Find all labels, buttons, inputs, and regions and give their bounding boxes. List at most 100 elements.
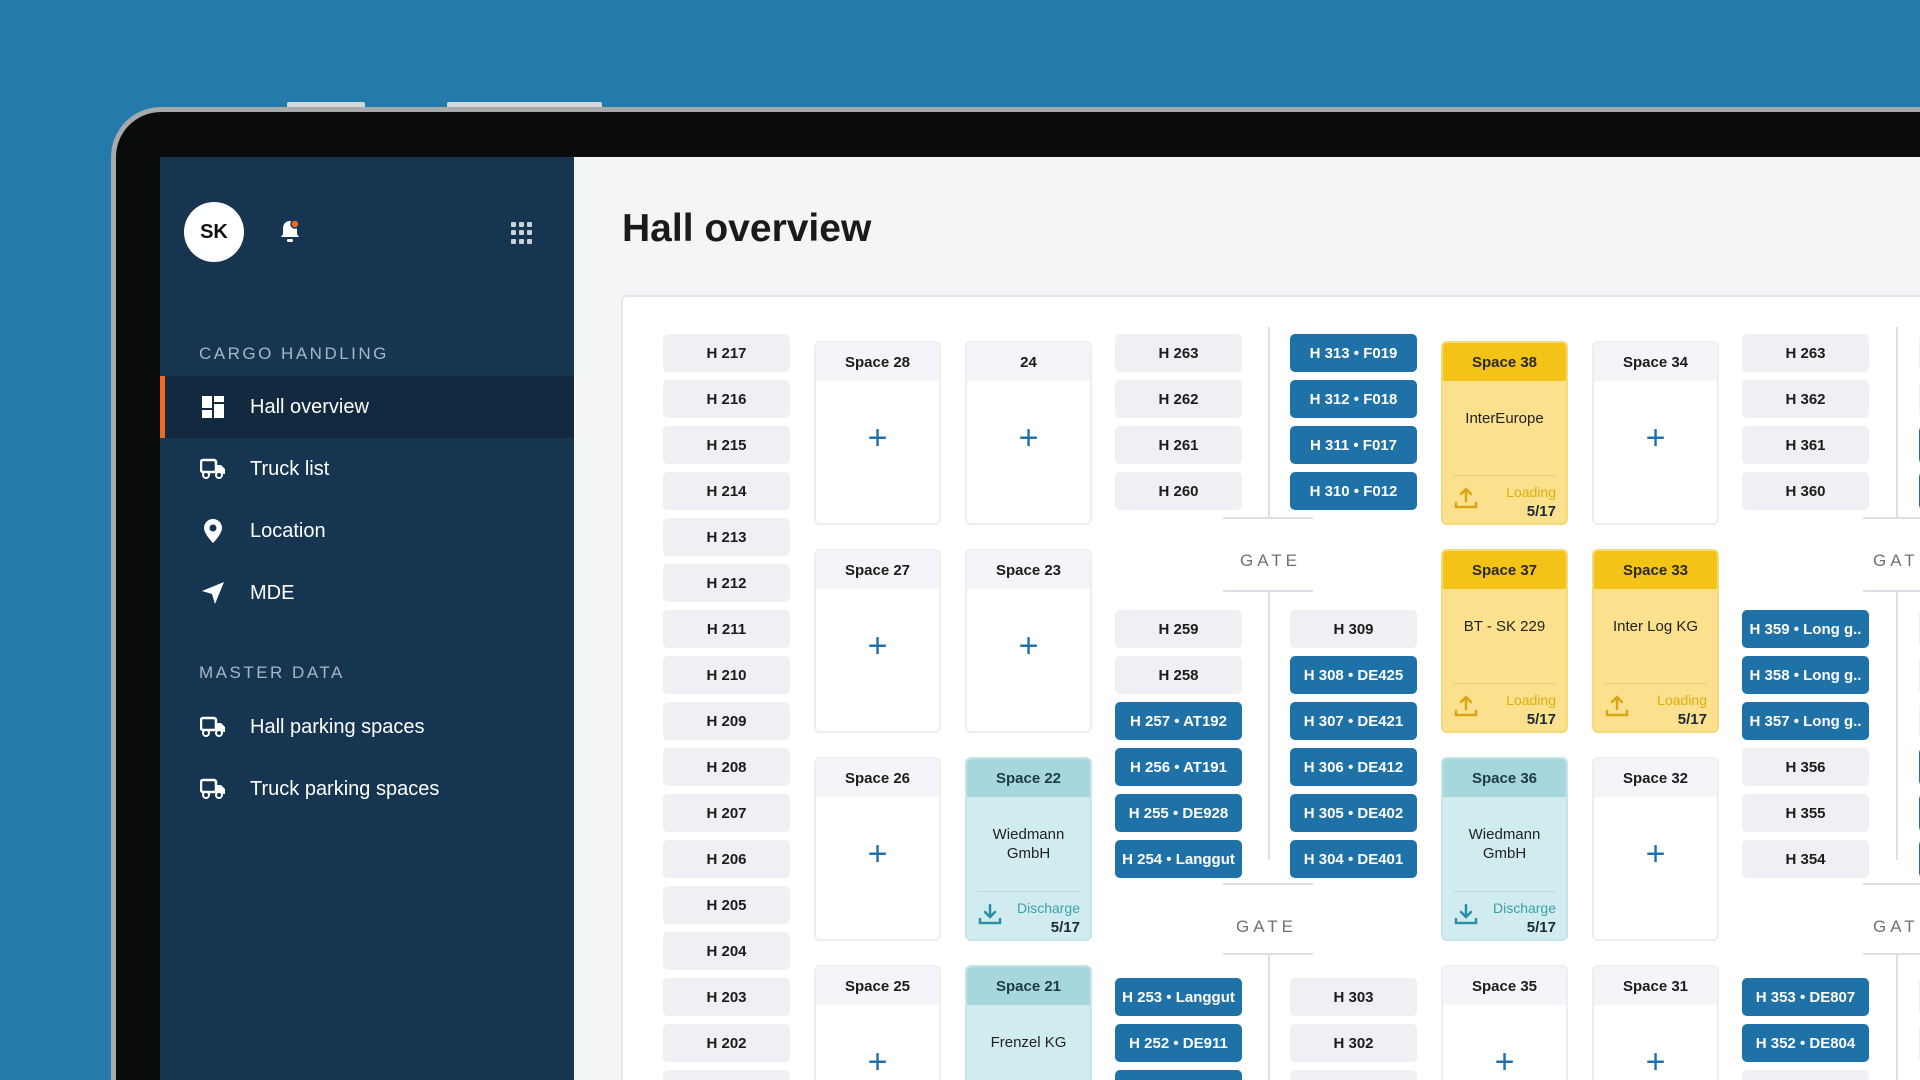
sidebar-item-hall-overview[interactable]: Hall overview xyxy=(160,376,574,438)
sidebar-item-hall-parking-spaces[interactable]: Hall parking spaces xyxy=(160,696,574,758)
space-title: Space 27 xyxy=(816,551,939,589)
divider-line xyxy=(1863,590,1920,592)
hall-slot[interactable]: H 214 xyxy=(663,472,790,510)
hall-slot[interactable]: H 205 xyxy=(663,886,790,924)
parking-space-31[interactable]: Space 31 + xyxy=(1592,965,1719,1080)
hall-slot[interactable]: H 258 xyxy=(1115,656,1242,694)
hall-slot[interactable] xyxy=(1290,1070,1417,1080)
hall-slot[interactable]: H 259 xyxy=(1115,610,1242,648)
hall-slot-occupied[interactable]: H 253 • Langgut xyxy=(1115,978,1242,1016)
parking-space-26[interactable]: Space 26 + xyxy=(814,757,941,941)
parking-space-28[interactable]: Space 28 + xyxy=(814,341,941,525)
hall-slot[interactable]: H 261 xyxy=(1115,426,1242,464)
parking-space-25[interactable]: Space 25 + xyxy=(814,965,941,1080)
add-icon[interactable]: + xyxy=(867,419,888,457)
parking-space-22[interactable]: Space 22 Wiedmann GmbH Discharge 5/17 xyxy=(965,757,1092,941)
sidebar-item-location[interactable]: Location xyxy=(160,500,574,562)
sidebar-item-label: Location xyxy=(250,519,326,542)
divider-line xyxy=(1863,883,1920,885)
add-icon[interactable]: + xyxy=(867,835,888,873)
hall-slot[interactable] xyxy=(663,1070,790,1080)
hall-slot-occupied[interactable]: H 308 • DE425 xyxy=(1290,656,1417,694)
parking-space-24[interactable]: 24 + xyxy=(965,341,1092,525)
hall-slot[interactable]: H 202 xyxy=(663,1024,790,1062)
apps-grid-icon[interactable] xyxy=(511,222,533,244)
hall-slot[interactable]: H 362 xyxy=(1742,380,1869,418)
hall-slot-occupied[interactable]: H 352 • DE804 xyxy=(1742,1024,1869,1062)
add-icon[interactable]: + xyxy=(1018,419,1039,457)
hall-slot[interactable]: H 211 xyxy=(663,610,790,648)
hall-slot[interactable]: H 217 xyxy=(663,334,790,372)
hall-slot[interactable]: H 355 xyxy=(1742,794,1869,832)
parking-space-33[interactable]: Space 33 Inter Log KG Loading 5/17 xyxy=(1592,549,1719,733)
space-title: Space 36 xyxy=(1443,759,1566,797)
avatar[interactable]: SK xyxy=(184,202,244,262)
hall-slot[interactable] xyxy=(1742,1070,1869,1080)
add-icon[interactable]: + xyxy=(1018,627,1039,665)
hall-slot-occupied[interactable]: H 304 • DE401 xyxy=(1290,840,1417,878)
hall-slot-occupied[interactable]: H 256 • AT191 xyxy=(1115,748,1242,786)
divider-line xyxy=(1863,517,1920,519)
hall-slot-occupied[interactable]: H 357 • Long g.. xyxy=(1742,702,1869,740)
hall-slot-occupied[interactable]: H 311 • F017 xyxy=(1290,426,1417,464)
company-name: Frenzel KG xyxy=(990,1034,1067,1051)
hall-slot-occupied[interactable]: H 353 • DE807 xyxy=(1742,978,1869,1016)
add-icon[interactable]: + xyxy=(1494,1043,1515,1080)
parking-space-21[interactable]: Space 21 Frenzel KG xyxy=(965,965,1092,1080)
hall-slot[interactable]: H 309 xyxy=(1290,610,1417,648)
hall-slot[interactable]: H 263 xyxy=(1115,334,1242,372)
hall-slot[interactable]: H 206 xyxy=(663,840,790,878)
hall-slot[interactable]: H 360 xyxy=(1742,472,1869,510)
hall-slot[interactable]: H 204 xyxy=(663,932,790,970)
hall-slot[interactable]: H 303 xyxy=(1290,978,1417,1016)
company-name: Inter Log KG xyxy=(1612,618,1699,635)
sidebar-item-truck-list[interactable]: Truck list xyxy=(160,438,574,500)
sidebar-item-mde[interactable]: MDE xyxy=(160,562,574,624)
parking-space-35[interactable]: Space 35 + xyxy=(1441,965,1568,1080)
hall-slot[interactable]: H 208 xyxy=(663,748,790,786)
add-icon[interactable]: + xyxy=(1645,835,1666,873)
parking-space-34[interactable]: Space 34 + xyxy=(1592,341,1719,525)
add-icon[interactable]: + xyxy=(867,1043,888,1080)
hall-slot-occupied[interactable]: H 252 • DE911 xyxy=(1115,1024,1242,1062)
parking-space-36[interactable]: Space 36 Wiedmann GmbH Discharge 5/17 xyxy=(1441,757,1568,941)
hall-slot[interactable]: H 213 xyxy=(663,518,790,556)
add-icon[interactable]: + xyxy=(867,627,888,665)
sidebar-item-truck-parking-spaces[interactable]: Truck parking spaces xyxy=(160,758,574,820)
parking-space-37[interactable]: Space 37 BT - SK 229 Loading 5/17 xyxy=(1441,549,1568,733)
hall-slot-occupied[interactable]: H 310 • F012 xyxy=(1290,472,1417,510)
hall-slot[interactable]: H 356 xyxy=(1742,748,1869,786)
parking-space-38[interactable]: Space 38 InterEurope Loading 5/17 xyxy=(1441,341,1568,525)
hall-slot[interactable]: H 203 xyxy=(663,978,790,1016)
hall-slot-occupied[interactable]: H 255 • DE928 xyxy=(1115,794,1242,832)
hall-slot[interactable]: H 209 xyxy=(663,702,790,740)
add-icon[interactable]: + xyxy=(1645,419,1666,457)
hall-slot[interactable]: H 212 xyxy=(663,564,790,602)
parking-space-27[interactable]: Space 27 + xyxy=(814,549,941,733)
hall-slot-occupied[interactable]: H 307 • DE421 xyxy=(1290,702,1417,740)
parking-space-23[interactable]: Space 23 + xyxy=(965,549,1092,733)
parking-space-32[interactable]: Space 32 + xyxy=(1592,757,1719,941)
hall-slot[interactable]: H 260 xyxy=(1115,472,1242,510)
add-icon[interactable]: + xyxy=(1645,1043,1666,1080)
notification-bell-icon[interactable] xyxy=(277,218,303,246)
hall-slot-occupied[interactable]: H 257 • AT192 xyxy=(1115,702,1242,740)
hall-slot[interactable]: H 361 xyxy=(1742,426,1869,464)
hall-slot[interactable]: H 216 xyxy=(663,380,790,418)
hall-slot[interactable]: H 262 xyxy=(1115,380,1242,418)
hall-slot-occupied[interactable]: H 359 • Long g.. xyxy=(1742,610,1869,648)
hall-slot-occupied[interactable]: H 313 • F019 xyxy=(1290,334,1417,372)
hall-slot-occupied[interactable]: H 358 • Long g.. xyxy=(1742,656,1869,694)
hall-slot[interactable]: H 207 xyxy=(663,794,790,832)
hall-slot[interactable]: H 210 xyxy=(663,656,790,694)
hall-slot-occupied[interactable]: H 254 • Langgut xyxy=(1115,840,1242,878)
hall-slot[interactable]: H 354 xyxy=(1742,840,1869,878)
space-count: 5/17 xyxy=(1526,919,1556,936)
hall-slot[interactable]: H 215 xyxy=(663,426,790,464)
hall-slot[interactable]: H 263 xyxy=(1742,334,1869,372)
hall-slot-occupied[interactable]: H 306 • DE412 xyxy=(1290,748,1417,786)
hall-slot-occupied[interactable]: H 312 • F018 xyxy=(1290,380,1417,418)
hall-slot[interactable]: H 302 xyxy=(1290,1024,1417,1062)
hall-slot-occupied[interactable] xyxy=(1115,1070,1242,1080)
hall-slot-occupied[interactable]: H 305 • DE402 xyxy=(1290,794,1417,832)
